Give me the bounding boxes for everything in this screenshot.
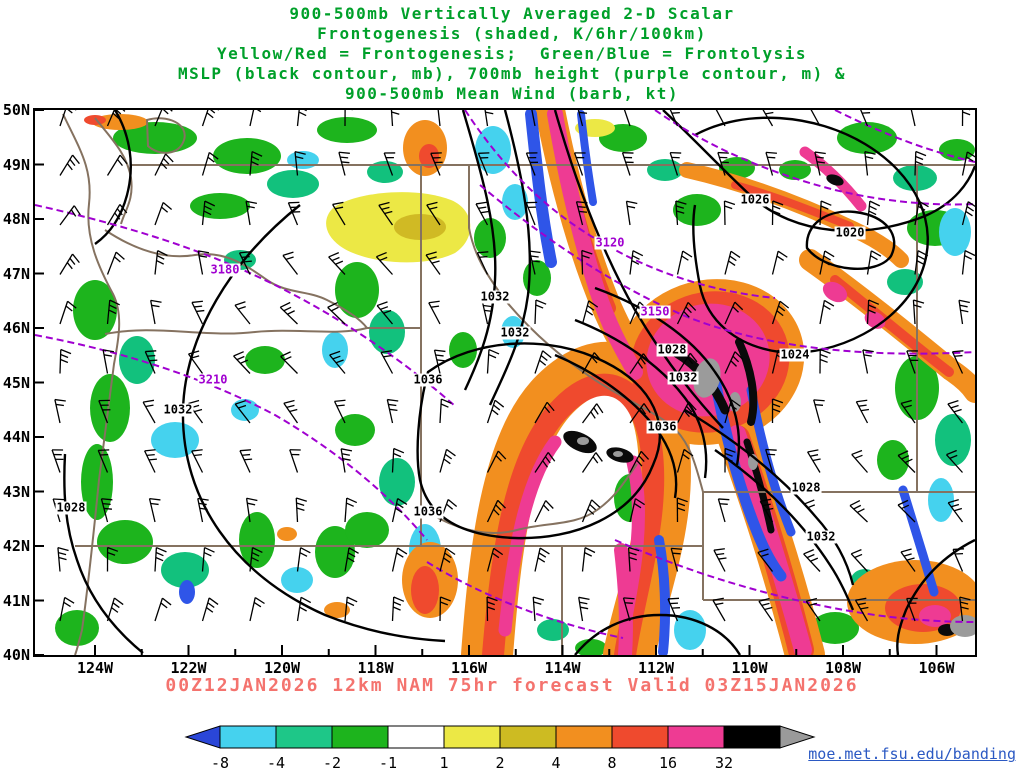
- lat-tick-label: 41N: [0, 592, 30, 610]
- colorbar-segment: [500, 726, 556, 748]
- mslp-contour-label: 1026: [740, 194, 771, 207]
- mslp-contour-label: 1032: [480, 291, 511, 304]
- colorbar-segment: [332, 726, 388, 748]
- mslp-contour-label: 1024: [780, 349, 811, 362]
- mslp-contour-label: 1028: [791, 482, 822, 495]
- map: 1026 1020 1032 1032 1028 1024 1032 1036 1032 1036…: [33, 108, 977, 657]
- mslp-contour-label: 1032: [668, 372, 699, 385]
- title-line: MSLP (black contour, mb), 700mb height (…: [0, 64, 1024, 84]
- title-line: Yellow/Red = Frontogenesis; Green/Blue =…: [0, 44, 1024, 64]
- lat-tick-label: 43N: [0, 483, 30, 501]
- mslp-contour-label: 1020: [835, 227, 866, 240]
- title-line: 900-500mb Mean Wind (barb, kt): [0, 84, 1024, 104]
- lat-tick-label: 42N: [0, 537, 30, 555]
- colorbar-segment: [444, 726, 500, 748]
- colorbar-tick-label: 4: [551, 754, 560, 772]
- mslp-contour-label: 1032: [500, 327, 531, 340]
- colorbar-tick-label: 32: [715, 754, 733, 772]
- lat-tick-label: 47N: [0, 265, 30, 283]
- colorbar-tick-label: -2: [323, 754, 341, 772]
- colorbar-tick-label: -8: [211, 754, 229, 772]
- colorbar-tick-label: -1: [379, 754, 397, 772]
- colorbar: -8 -4 -2 -1 1 2 4 8 16 32: [180, 724, 820, 776]
- title-block: 900-500mb Vertically Averaged 2-D Scalar…: [0, 4, 1024, 104]
- colorbar-segment: [388, 726, 444, 748]
- height-contour-label: 3180: [210, 264, 241, 277]
- mslp-contour-label: 1032: [163, 404, 194, 417]
- mslp-contour-label: 1032: [806, 531, 837, 544]
- lat-tick-label: 46N: [0, 319, 30, 337]
- lon-tick-label: 120W: [254, 659, 310, 677]
- lon-tick-label: 124W: [67, 659, 123, 677]
- height-contour-label: 3150: [640, 306, 671, 319]
- lat-tick-label: 45N: [0, 374, 30, 392]
- mslp-contour-label: 1028: [56, 502, 87, 515]
- colorbar-tick-label: 8: [607, 754, 616, 772]
- lon-tick-label: 108W: [815, 659, 871, 677]
- colorbar-segment: [220, 726, 276, 748]
- lat-tick-label: 50N: [0, 101, 30, 119]
- height-contour-label: 3210: [198, 374, 229, 387]
- colorbar-segment: [556, 726, 612, 748]
- lon-tick-label: 106W: [909, 659, 965, 677]
- lon-tick-label: 112W: [628, 659, 684, 677]
- colorbar-tick-label: 16: [659, 754, 677, 772]
- mslp-contour-label: 1036: [413, 374, 444, 387]
- colorbar-segment: [668, 726, 724, 748]
- height-contour-label: 3120: [595, 237, 626, 250]
- colorbar-segment: [724, 726, 780, 748]
- lat-tick-label: 49N: [0, 156, 30, 174]
- lon-tick-label: 110W: [722, 659, 778, 677]
- mslp-contour-label: 1036: [413, 506, 444, 519]
- colorbar-tick-label: -4: [267, 754, 285, 772]
- mslp-contour-label: 1036: [647, 421, 678, 434]
- colorbar-tick-label: 1: [439, 754, 448, 772]
- lon-tick-label: 114W: [535, 659, 591, 677]
- lon-tick-label: 116W: [441, 659, 497, 677]
- colorbar-tick-label: 2: [495, 754, 504, 772]
- lon-tick-label: 118W: [348, 659, 404, 677]
- lat-tick-label: 48N: [0, 210, 30, 228]
- axes-layer: [35, 110, 975, 655]
- title-line: Frontogenesis (shaded, K/6hr/100km): [0, 24, 1024, 44]
- forecast-info: 00Z12JAN2026 12km NAM 75hr forecast Vali…: [0, 675, 1024, 696]
- colorbar-segment: [612, 726, 668, 748]
- lon-tick-label: 122W: [161, 659, 217, 677]
- colorbar-svg: -8 -4 -2 -1 1 2 4 8 16 32: [180, 724, 820, 772]
- lat-tick-label: 44N: [0, 428, 30, 446]
- colorbar-left-arrow: [186, 726, 220, 748]
- colorbar-segment: [276, 726, 332, 748]
- lat-tick-label: 40N: [0, 646, 30, 664]
- credit-link[interactable]: moe.met.fsu.edu/banding: [808, 745, 1016, 763]
- mslp-contour-label: 1028: [657, 344, 688, 357]
- title-line: 900-500mb Vertically Averaged 2-D Scalar: [0, 4, 1024, 24]
